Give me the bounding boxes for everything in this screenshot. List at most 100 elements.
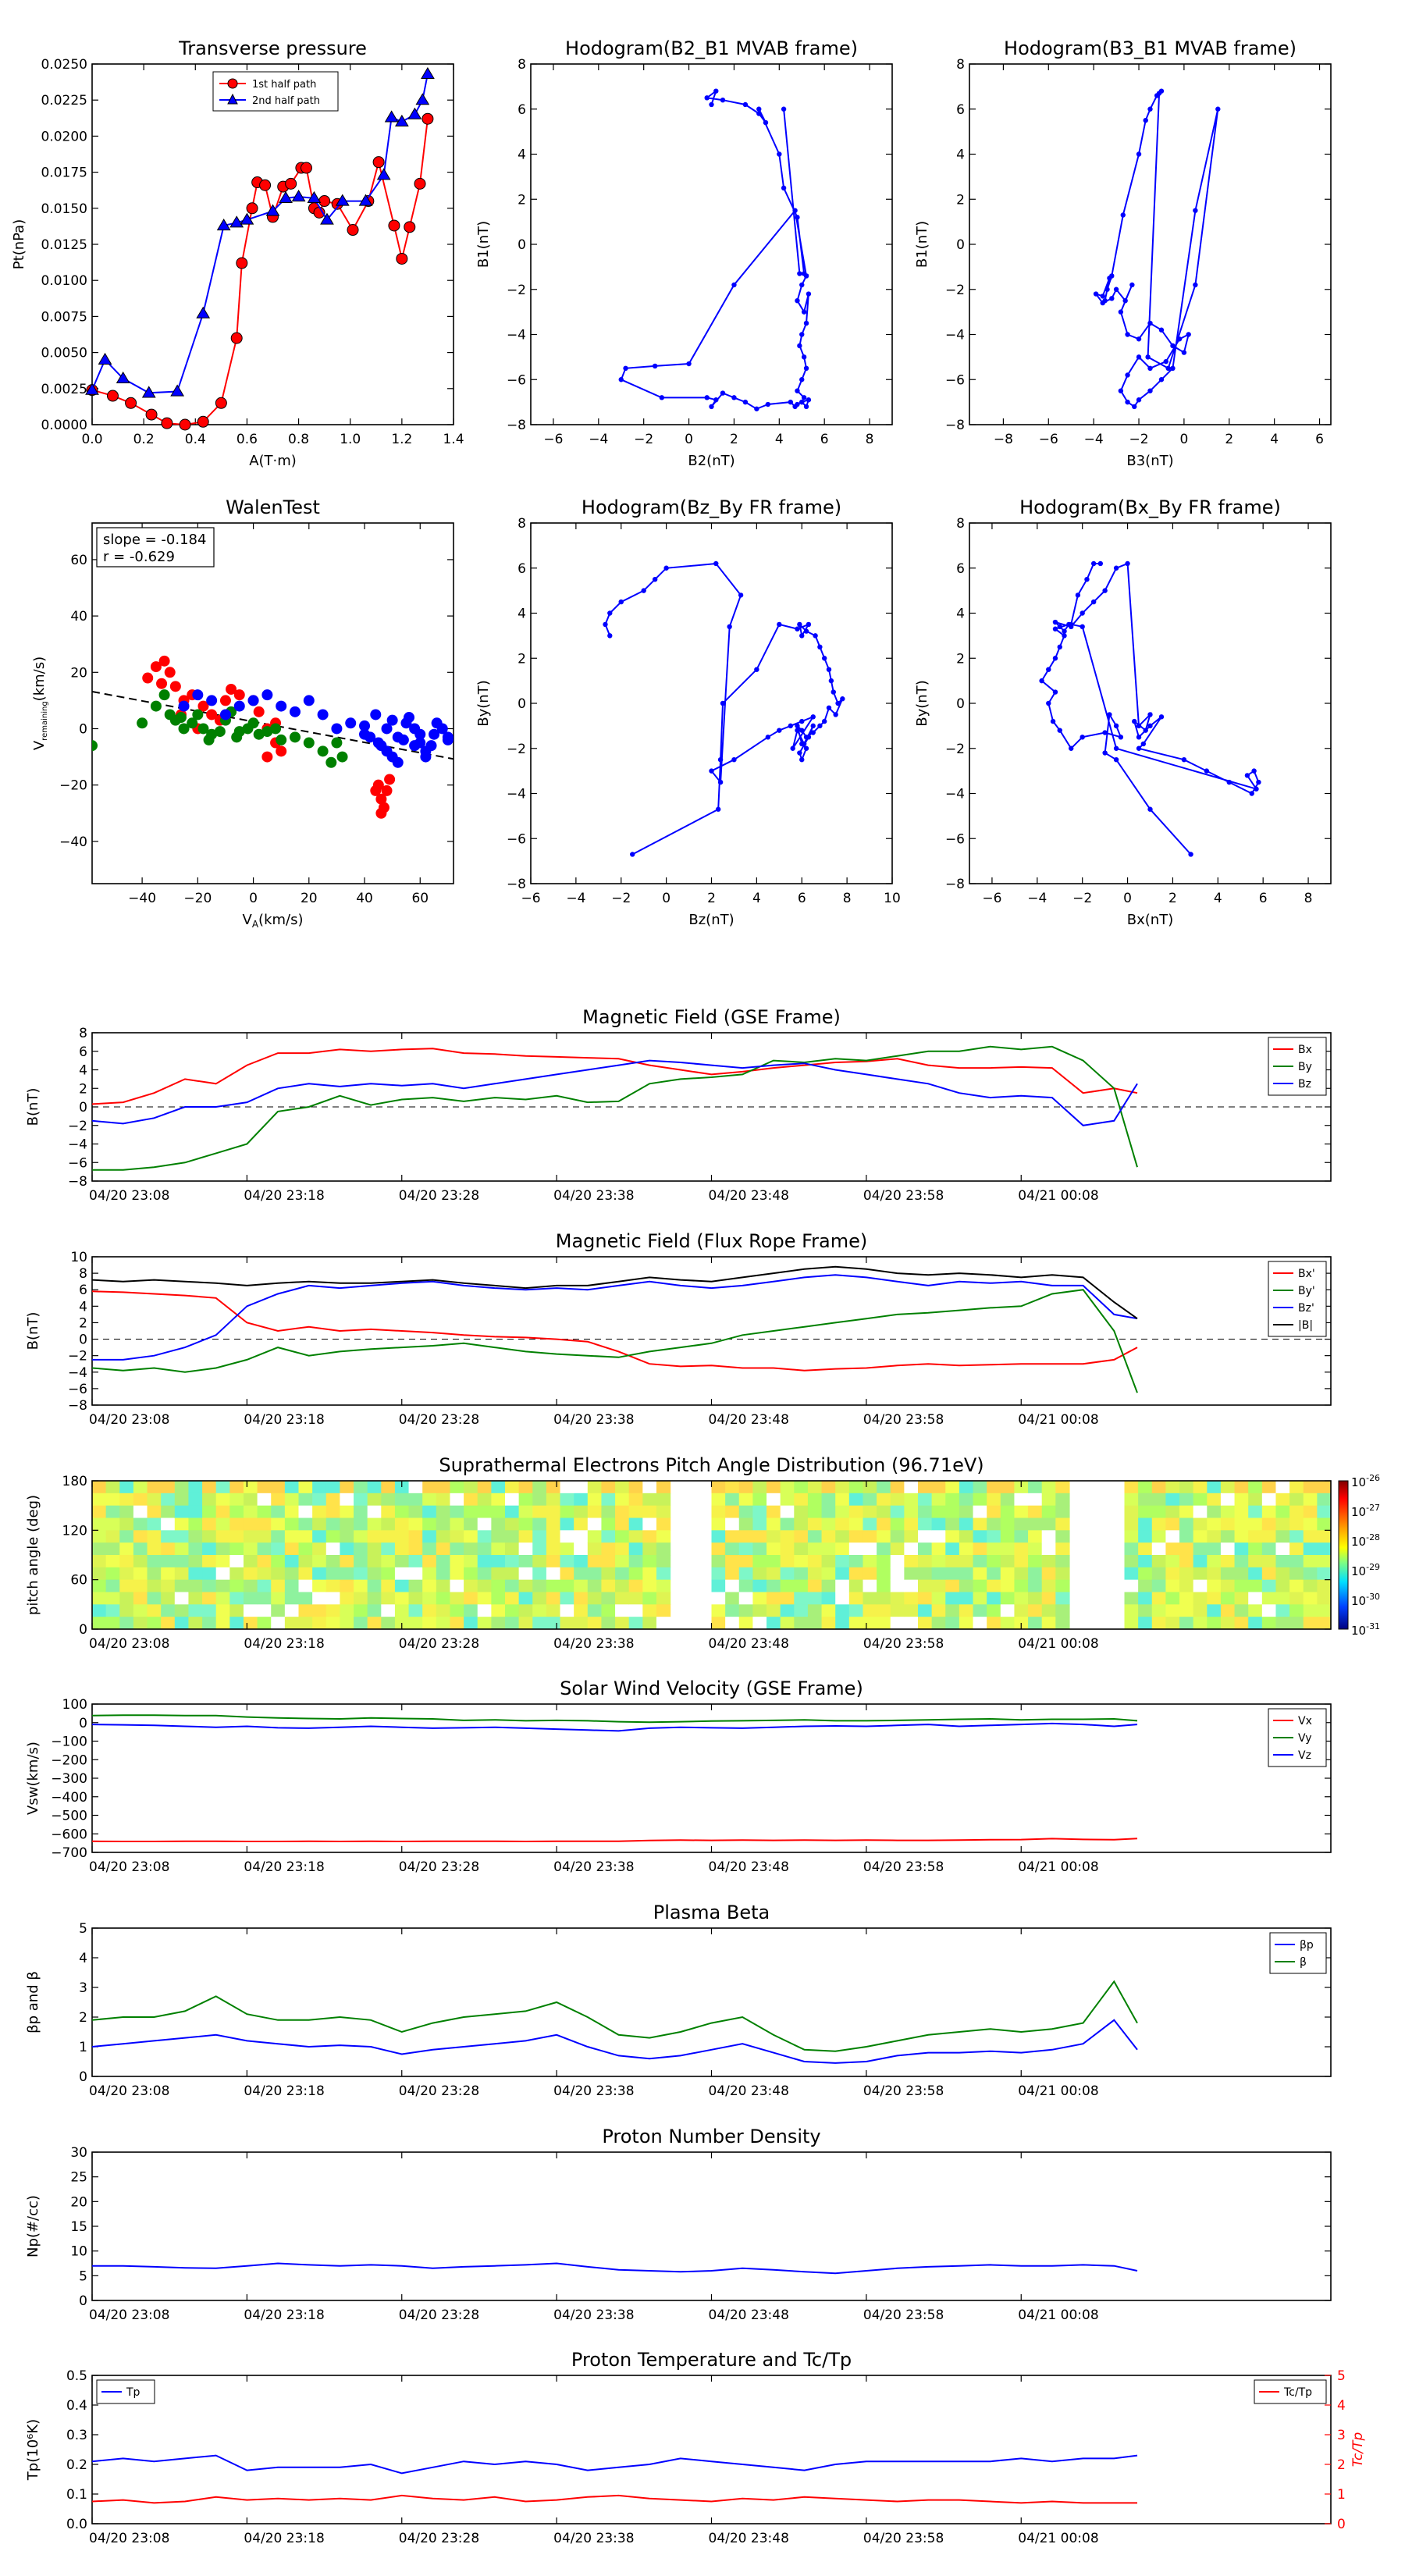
- heatmap-cell: [656, 1481, 671, 1494]
- heatmap-cell: [560, 1530, 574, 1543]
- walen-point-blue: [381, 723, 393, 735]
- heatmap-cell: [1055, 1579, 1070, 1593]
- heatmap-cell: [188, 1493, 203, 1507]
- tp2-title: Proton Temperature and Tc/Tp: [571, 2349, 852, 2371]
- heatmap-cell: [1303, 1493, 1318, 1507]
- hodogram-point: [709, 404, 714, 410]
- heatmap-cell: [863, 1530, 877, 1543]
- heatmap-cell: [367, 1481, 382, 1494]
- heatmap-cell: [656, 1530, 671, 1543]
- heatmap-cell: [918, 1579, 933, 1593]
- heatmap-cell: [780, 1555, 795, 1568]
- heatmap-cell: [394, 1567, 410, 1581]
- heatmap-cell: [161, 1493, 176, 1507]
- h2-ytick-label: −8: [945, 418, 965, 433]
- hodogram-point: [795, 297, 800, 304]
- data-point-2nd-half: [358, 194, 373, 206]
- heatmap-cell: [147, 1604, 162, 1617]
- walen-point-red: [384, 774, 396, 785]
- heatmap-cell: [1041, 1542, 1056, 1556]
- heatmap-cell: [807, 1592, 823, 1605]
- vsw-xtick-label: 04/20 23:38: [553, 1859, 634, 1875]
- heatmap-cell: [147, 1579, 162, 1593]
- heatmap-cell: [271, 1542, 286, 1556]
- heatmap-cell: [1041, 1505, 1056, 1519]
- heatmap-cell: [1179, 1579, 1194, 1593]
- tp2-ytick-label: 0.0: [66, 2517, 87, 2532]
- tp2-ytick-label: 0.1: [66, 2487, 87, 2503]
- heatmap-cell: [918, 1517, 933, 1531]
- walen-xtick-label: 60: [411, 891, 429, 906]
- h1-ytick-label: 6: [518, 102, 526, 118]
- heatmap-cell: [1000, 1481, 1016, 1494]
- heatmap-cell: [601, 1481, 616, 1494]
- tp-xtick-label: 0.6: [237, 432, 258, 447]
- pad-ytick-label: 180: [62, 1474, 87, 1489]
- heatmap-cell: [229, 1579, 244, 1593]
- heatmap-cell: [161, 1530, 176, 1543]
- walen-point-green: [175, 712, 187, 724]
- vsw-xtick-label: 04/20 23:28: [399, 1859, 479, 1875]
- heatmap-cell: [794, 1579, 809, 1593]
- data-point-2nd-half: [394, 114, 409, 127]
- heatmap-cell: [1055, 1493, 1070, 1507]
- heatmap-cell: [491, 1579, 506, 1593]
- bfr-xtick-label: 04/20 23:58: [863, 1412, 944, 1428]
- h2-ytick-label: −6: [945, 372, 965, 388]
- hodogram-point: [1093, 291, 1099, 297]
- heatmap-cell: [615, 1517, 630, 1531]
- heatmap-cell: [422, 1604, 437, 1617]
- hodogram-point: [1129, 282, 1135, 288]
- chart-walen-test: WalenTest−40 −20 0 20 40 60−40−200204060slope…: [31, 496, 454, 930]
- heatmap-cell: [105, 1481, 120, 1494]
- heatmap-cell: [918, 1604, 933, 1617]
- heatmap-cell: [601, 1592, 616, 1605]
- heatmap-cell: [656, 1579, 671, 1593]
- heatmap-cell: [119, 1579, 134, 1593]
- walen-point-blue: [289, 706, 301, 717]
- heatmap-cell: [560, 1579, 574, 1593]
- hodogram-point: [799, 728, 805, 733]
- heatmap-cell: [1028, 1493, 1043, 1507]
- data-point-2nd-half: [240, 212, 254, 225]
- tp2-ytick-label: 0.3: [66, 2428, 87, 2443]
- bgse-xtick-label: 04/20 23:28: [399, 1188, 479, 1204]
- hodogram-point: [720, 98, 726, 103]
- hodogram-point: [801, 354, 807, 360]
- heatmap-cell: [161, 1579, 176, 1593]
- series-Tp: [92, 2454, 1138, 2475]
- h1-xlabel: B2(nT): [688, 453, 735, 469]
- h3-xtick-label: 10: [884, 891, 901, 906]
- heatmap-cell: [1179, 1592, 1194, 1605]
- heatmap-cell: [1041, 1481, 1056, 1494]
- heatmap-cell: [1248, 1481, 1263, 1494]
- heatmap-cell: [1275, 1505, 1290, 1519]
- heatmap-cell: [546, 1579, 561, 1593]
- np-ylabel: Np(#/cc): [25, 2195, 41, 2258]
- heatmap-cell: [780, 1617, 795, 1629]
- heatmap-cell: [973, 1592, 987, 1605]
- heatmap-cell: [1234, 1579, 1249, 1593]
- tp-ytick-label: 0.0250: [41, 57, 87, 73]
- heatmap-cell: [1165, 1493, 1180, 1507]
- heatmap-cell: [1041, 1555, 1056, 1568]
- heatmap-cell: [532, 1505, 547, 1519]
- heatmap-cell: [1234, 1517, 1249, 1531]
- heatmap-cell: [711, 1604, 726, 1617]
- data-point-2nd-half: [376, 168, 391, 180]
- heatmap-cell: [1289, 1567, 1304, 1581]
- heatmap-cell: [188, 1481, 203, 1494]
- walen-point-blue: [409, 740, 421, 752]
- heatmap-cell: [560, 1493, 574, 1507]
- hodogram-point: [821, 656, 827, 661]
- data-point-1st-half: [230, 332, 243, 344]
- heatmap-cell: [725, 1567, 740, 1581]
- heatmap-cell: [477, 1481, 492, 1494]
- h3-xtick-label: 4: [752, 891, 761, 906]
- tp-ytick-label: 0.0175: [41, 165, 87, 181]
- heatmap-cell: [464, 1592, 478, 1605]
- heatmap-cell: [835, 1542, 850, 1556]
- heatmap-cell: [1248, 1555, 1263, 1568]
- hodogram-point: [713, 397, 719, 403]
- heatmap-cell: [354, 1481, 368, 1494]
